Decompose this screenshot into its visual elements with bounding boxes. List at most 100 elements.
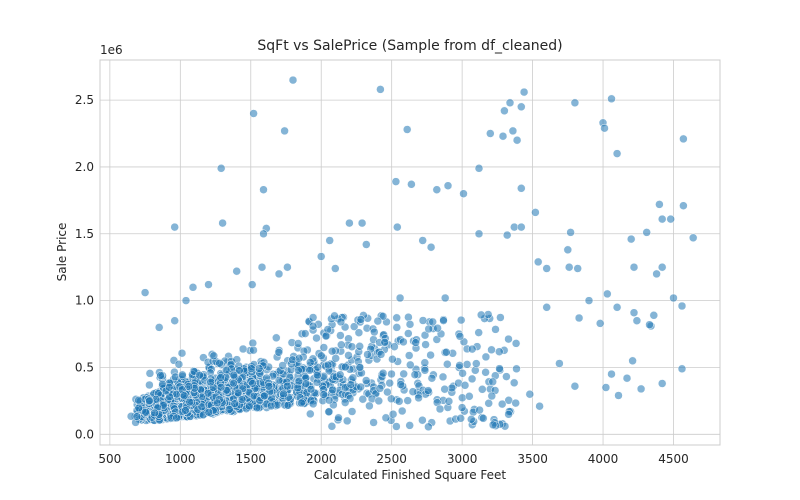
scatter-point	[156, 371, 165, 380]
scatter-point	[440, 384, 449, 394]
scatter-point	[388, 409, 398, 419]
scatter-point	[392, 422, 401, 431]
scatter-point	[642, 228, 651, 237]
scatter-point	[457, 403, 467, 412]
scatter-point	[406, 360, 415, 370]
scatter-point	[294, 366, 303, 375]
scatter-point	[496, 313, 505, 322]
scatter-point	[481, 368, 490, 377]
scatter-point	[313, 370, 322, 380]
scatter-point	[381, 413, 391, 423]
scatter-point	[426, 242, 436, 252]
x-tick-labels: 500 1000 1500 2000 2500 3000 3500 4000 4500	[98, 452, 688, 466]
scatter-point	[495, 347, 504, 356]
scatter-point	[584, 296, 594, 305]
scatter-point	[259, 229, 268, 239]
scatter-point	[404, 312, 413, 322]
scatter-point	[358, 394, 368, 404]
scatter-point	[467, 344, 477, 354]
scatter-point	[319, 390, 328, 399]
scatter-point	[392, 313, 401, 323]
scatter-point	[474, 164, 484, 173]
scatter-point	[460, 381, 470, 390]
scatter-point	[328, 385, 337, 395]
scatter-point	[391, 177, 401, 186]
scatter-point	[383, 387, 392, 397]
scatter-point	[564, 262, 574, 272]
y-tick-label: 0.0	[75, 427, 94, 441]
scatter-point	[484, 399, 493, 408]
scatter-point	[474, 229, 484, 239]
scatter-point	[573, 264, 582, 273]
scatter-point	[440, 293, 450, 303]
scatter-point	[361, 376, 371, 385]
scatter-point	[387, 369, 396, 379]
scatter-point	[438, 372, 448, 382]
scatter-point	[195, 370, 204, 380]
scatter-point	[249, 345, 258, 355]
scatter-point	[479, 414, 488, 423]
scatter-point	[355, 342, 364, 351]
scatter-point	[179, 391, 189, 400]
x-tick-label: 1500	[235, 452, 266, 466]
scatter-point	[330, 311, 339, 321]
scatter-point	[331, 354, 340, 363]
scatter-point	[232, 266, 241, 276]
scatter-point	[370, 327, 379, 337]
scatter-point	[478, 385, 487, 394]
scatter-point	[657, 214, 667, 224]
scatter-point	[517, 102, 526, 112]
scatter-point	[134, 403, 144, 413]
scatter-point	[204, 280, 213, 289]
scatter-point	[357, 218, 367, 228]
scatter-point	[306, 409, 315, 419]
scatter-point	[495, 364, 504, 373]
scatter-point	[274, 269, 284, 279]
scatter-point	[509, 378, 519, 388]
scatter-point	[150, 408, 159, 418]
scatter-point	[141, 407, 150, 417]
scatter-point	[259, 185, 268, 194]
y-tick-label: 0.5	[75, 360, 94, 374]
scatter-point	[424, 422, 433, 432]
scatter-point	[418, 236, 427, 245]
scatter-point	[517, 184, 526, 193]
scatter-point	[356, 315, 366, 324]
scatter-point	[435, 404, 445, 414]
scatter-point	[293, 339, 303, 348]
scatter-point	[669, 293, 678, 303]
scatter-point	[378, 368, 388, 378]
scatter-point	[216, 373, 225, 382]
scatter-point	[657, 379, 667, 388]
y-tick-label: 2.5	[75, 93, 94, 107]
scatter-point	[504, 334, 513, 344]
scatter-point	[385, 378, 394, 388]
scatter-point	[260, 391, 269, 401]
scatter-point	[517, 222, 526, 232]
scatter-point	[433, 323, 442, 333]
scatter-point	[233, 388, 243, 398]
scatter-point	[254, 364, 264, 373]
scatter-point	[486, 129, 495, 138]
scatter-point	[390, 342, 399, 351]
scatter-point	[443, 181, 453, 190]
x-tick-label: 2000	[306, 452, 337, 466]
scatter-point	[340, 398, 350, 407]
scatter-point	[421, 340, 430, 349]
x-tick-label: 500	[98, 452, 121, 466]
scatter-point	[679, 134, 688, 144]
scatter-point	[306, 358, 315, 367]
scatter-point	[628, 356, 637, 366]
scatter-point	[444, 397, 454, 406]
scatter-point	[542, 303, 551, 312]
scatter-point	[399, 337, 408, 347]
scatter-point	[645, 320, 654, 329]
scatter-point	[316, 252, 326, 261]
scatter-point	[555, 359, 564, 368]
scatter-point	[519, 87, 529, 97]
scatter-point	[427, 373, 437, 383]
scatter-point	[344, 351, 353, 360]
scatter-point	[574, 313, 584, 323]
scatter-point	[341, 362, 350, 372]
scatter-point	[497, 399, 507, 409]
